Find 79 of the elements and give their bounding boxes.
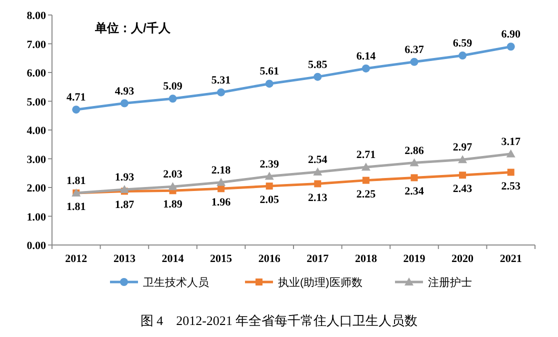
x-tick-label: 2020 <box>452 253 474 265</box>
point <box>72 106 80 114</box>
y-tick-label: 5.00 <box>26 96 46 108</box>
data-label: 1.81 <box>66 174 86 187</box>
data-label: 2.71 <box>356 149 376 162</box>
x-tick-label: 2014 <box>162 253 184 265</box>
data-label: 6.90 <box>501 28 521 41</box>
data-label: 5.09 <box>163 80 183 93</box>
legend-label: 注册护士 <box>428 276 472 289</box>
data-label: 1.93 <box>114 172 135 184</box>
data-label: 2.39 <box>260 158 280 170</box>
x-tick-label: 2019 <box>403 253 426 265</box>
point <box>459 172 466 179</box>
point <box>507 168 514 176</box>
legend-label: 卫生技术人员 <box>143 276 209 289</box>
point <box>168 182 178 190</box>
x-tick-label: 2012 <box>65 253 88 265</box>
point <box>314 72 322 81</box>
point <box>506 42 515 51</box>
point <box>410 174 418 182</box>
data-label: 5.31 <box>211 74 231 86</box>
data-label: 2.86 <box>404 144 424 157</box>
point <box>264 172 274 180</box>
x-tick-label: 2013 <box>113 253 136 265</box>
caption: 图 4 2012-2021 年全省每千常住人口卫生人员数 <box>140 313 418 328</box>
data-label: 1.87 <box>114 199 135 212</box>
data-label: 2.13 <box>308 192 328 204</box>
data-label: 6.37 <box>404 44 424 56</box>
x-tick-label: 2017 <box>306 253 330 265</box>
data-label: 1.81 <box>66 200 86 213</box>
data-label: 2.34 <box>404 186 424 198</box>
point <box>265 80 274 88</box>
data-label: 4.71 <box>66 92 86 104</box>
y-tick-label: 3.00 <box>26 154 46 166</box>
data-label: 6.14 <box>356 50 376 62</box>
data-label: 2.53 <box>501 180 521 192</box>
point <box>120 99 128 108</box>
point <box>362 176 370 184</box>
annotation: 单位：人/千人 <box>94 21 172 35</box>
data-label: 2.97 <box>452 142 473 154</box>
point <box>410 158 419 166</box>
point <box>314 180 322 188</box>
y-tick-label: 8.00 <box>26 10 46 22</box>
data-label: 5.85 <box>308 58 328 71</box>
data-label: 2.18 <box>211 164 232 176</box>
data-label: 2.05 <box>260 194 280 206</box>
x-tick-label: 2016 <box>258 253 281 265</box>
point <box>361 162 370 171</box>
data-label: 6.59 <box>452 38 473 50</box>
data-label: 2.54 <box>308 154 328 166</box>
y-tick-label: 7.00 <box>26 38 46 51</box>
point <box>410 58 418 66</box>
data-label: 2.25 <box>356 188 376 200</box>
x-tick-label: 2015 <box>210 253 233 265</box>
point <box>362 64 370 72</box>
data-label: 2.03 <box>163 168 183 181</box>
data-label: 5.61 <box>260 66 279 78</box>
point <box>168 94 177 103</box>
legend-label: 执业(助理)医师数 <box>278 276 362 289</box>
y-tick-label: 6.00 <box>26 68 46 80</box>
x-tick-label: 2021 <box>500 253 522 265</box>
point <box>217 88 226 96</box>
point <box>458 155 468 164</box>
x-tick-label: 2018 <box>354 253 378 265</box>
data-label: 4.93 <box>114 85 135 98</box>
data-label: 1.89 <box>163 198 183 211</box>
point <box>120 185 129 194</box>
point <box>266 182 273 190</box>
data-label: 2.43 <box>452 183 473 196</box>
point <box>506 149 516 158</box>
y-tick-label: 1.00 <box>26 211 46 224</box>
data-label: 3.17 <box>501 136 521 148</box>
point <box>216 178 226 186</box>
y-tick-label: 0.00 <box>26 240 46 252</box>
y-tick-label: 2.00 <box>26 182 46 194</box>
point <box>458 52 467 60</box>
y-tick-label: 4.00 <box>26 125 46 137</box>
data-label: 1.96 <box>211 196 232 209</box>
point <box>313 167 322 176</box>
